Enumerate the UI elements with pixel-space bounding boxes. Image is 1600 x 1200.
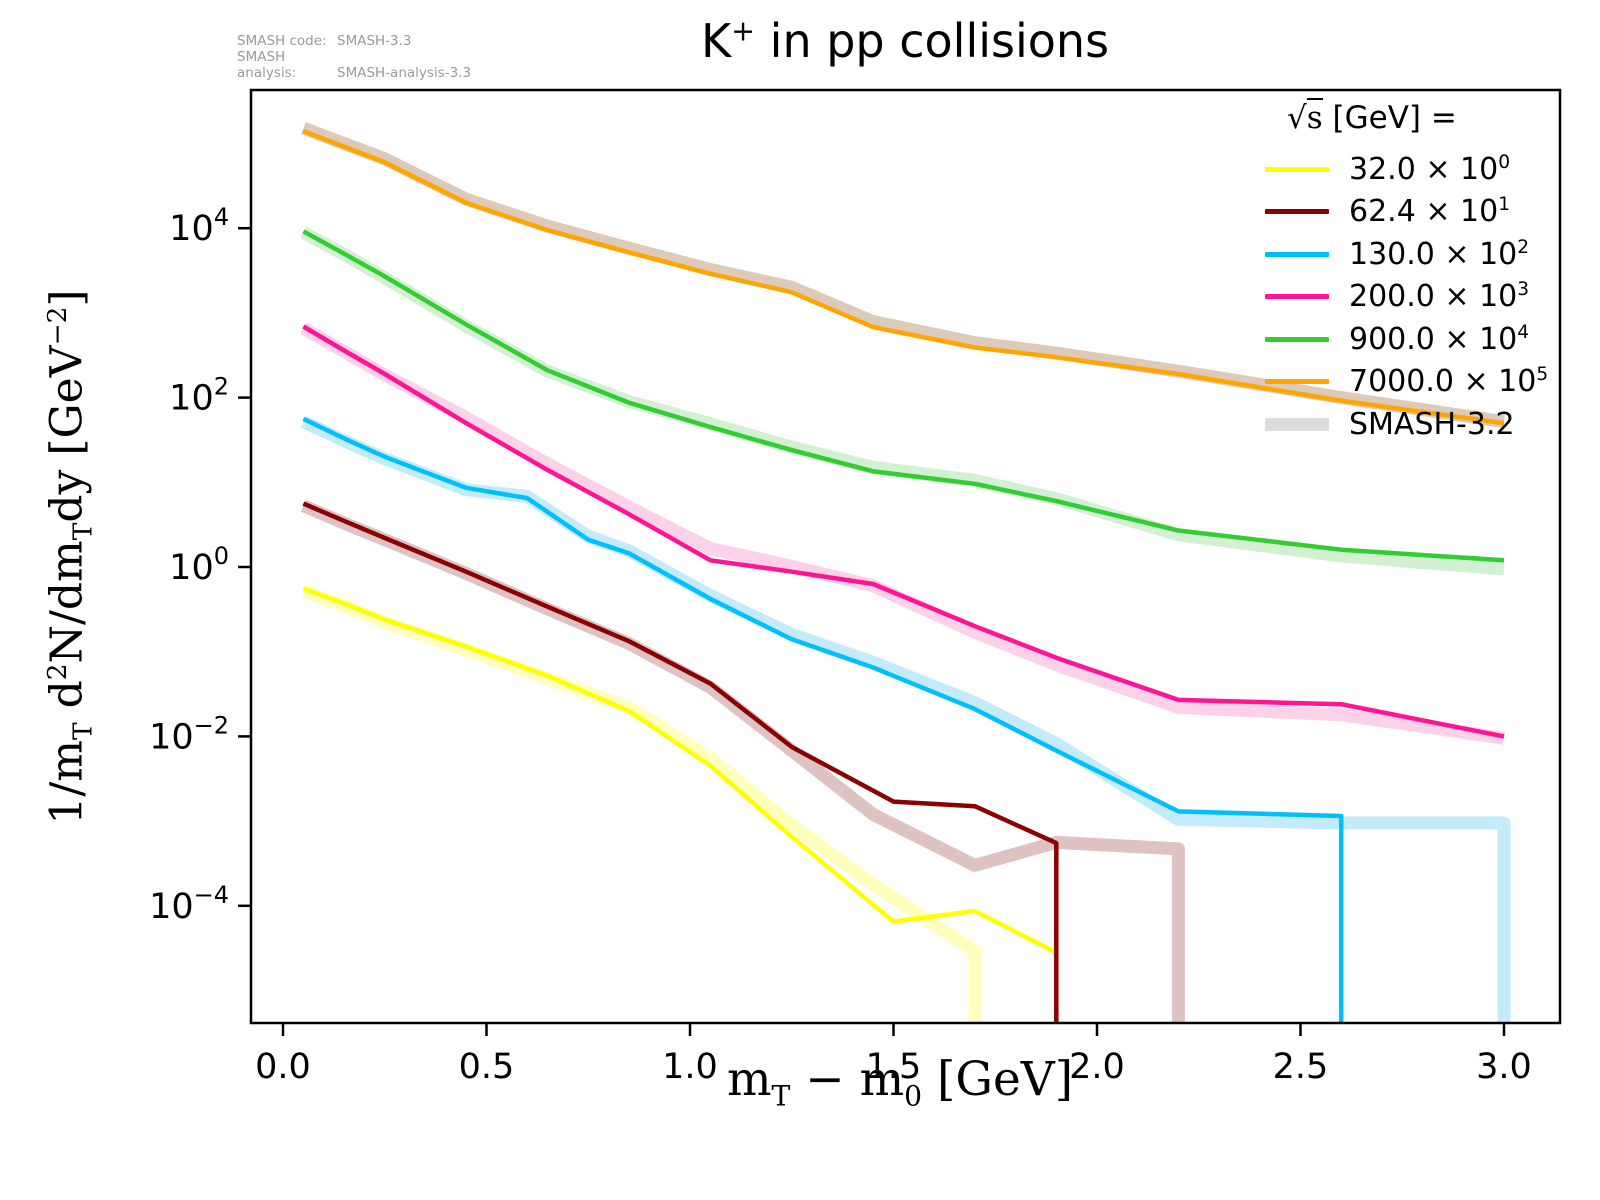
legend-item-label: 130.0 × 102 [1349,236,1530,272]
series-line-62.4 [302,501,1059,1023]
x-tick-label: 1.0 [662,1047,718,1087]
legend-swatch-icon [1265,294,1329,300]
title-charge-superscript: + [731,14,756,48]
title-particle: K [700,14,732,68]
x-tick-label: 2.5 [1273,1047,1329,1087]
series-line-130 [302,416,1344,1023]
series-band-32 [301,584,982,1023]
series-line-32 [302,586,1058,955]
series-band-7000 [301,122,1505,429]
x-tick-label: 0.0 [255,1047,311,1087]
y-tick-label: 10−4 [149,881,229,927]
legend-item-32.0: 32.0 × 100 [1245,148,1548,191]
x-tick-label: 3.0 [1476,1047,1532,1087]
sqrt-icon: √ [1287,100,1307,136]
legend-item-7000.0: 7000.0 × 105 [1245,361,1548,404]
legend-item-900.0: 900.0 × 104 [1245,318,1548,361]
legend-swatch-icon [1265,417,1329,431]
y-tick-label: 104 [169,203,229,249]
x-tick-label: 0.5 [459,1047,515,1087]
y-tick-label: 10−2 [149,711,229,757]
y-tick-label: 102 [169,373,229,419]
legend-item-label: 62.4 × 101 [1349,194,1511,230]
legend-item-SMASH-3.2: SMASH-3.2 [1245,403,1548,446]
corner-info-line: SMASH code: SMASH-3.3 [237,33,412,49]
x-tick-label: 1.5 [866,1047,922,1087]
legend-swatch-icon [1265,166,1329,172]
legend-item-130.0: 130.0 × 102 [1245,233,1548,276]
x-tick-label: 2.0 [1069,1047,1125,1087]
legend-item-label: 900.0 × 104 [1349,321,1530,357]
corner-info-line: SMASH analysis: SMASH-analysis-3.3 [237,49,472,81]
legend-swatch-icon [1265,251,1329,257]
y-axis-label: 1/mT d2N/dmTdy [GeV−2] [41,289,99,825]
legend-swatch-icon [1265,336,1329,342]
smash-version-info: SMASH code: SMASH-3.3 SMASH analysis: SMASH… [237,33,471,81]
legend-item-label: 7000.0 × 105 [1349,364,1549,400]
legend-swatch-icon [1265,379,1329,385]
series-band-130 [300,415,1511,1023]
series-line-7000 [302,128,1505,426]
legend-item-62.4: 62.4 × 101 [1245,191,1548,234]
series-line-900 [302,229,1505,563]
series-line-200 [302,324,1505,739]
title-rest: in pp collisions [755,14,1110,68]
legend-item-200.0: 200.0 × 103 [1245,276,1548,319]
page-title: K+ in pp collisions [701,14,1109,68]
legend-swatch-icon [1265,209,1329,215]
x-axis-label: mT − m0 [GeV] [726,1052,1074,1113]
legend-item-label: 200.0 × 103 [1349,279,1530,315]
legend-item-label: SMASH-3.2 [1349,406,1515,442]
legend-item-label: 32.0 × 100 [1349,151,1511,187]
y-tick-label: 100 [169,542,229,588]
legend: √s [GeV] = 32.0 × 100 62.4 × 101 130.0 × 1… [1245,98,1548,446]
legend-title: √s [GeV] = [1287,98,1457,136]
axes-frame [249,88,1562,1025]
